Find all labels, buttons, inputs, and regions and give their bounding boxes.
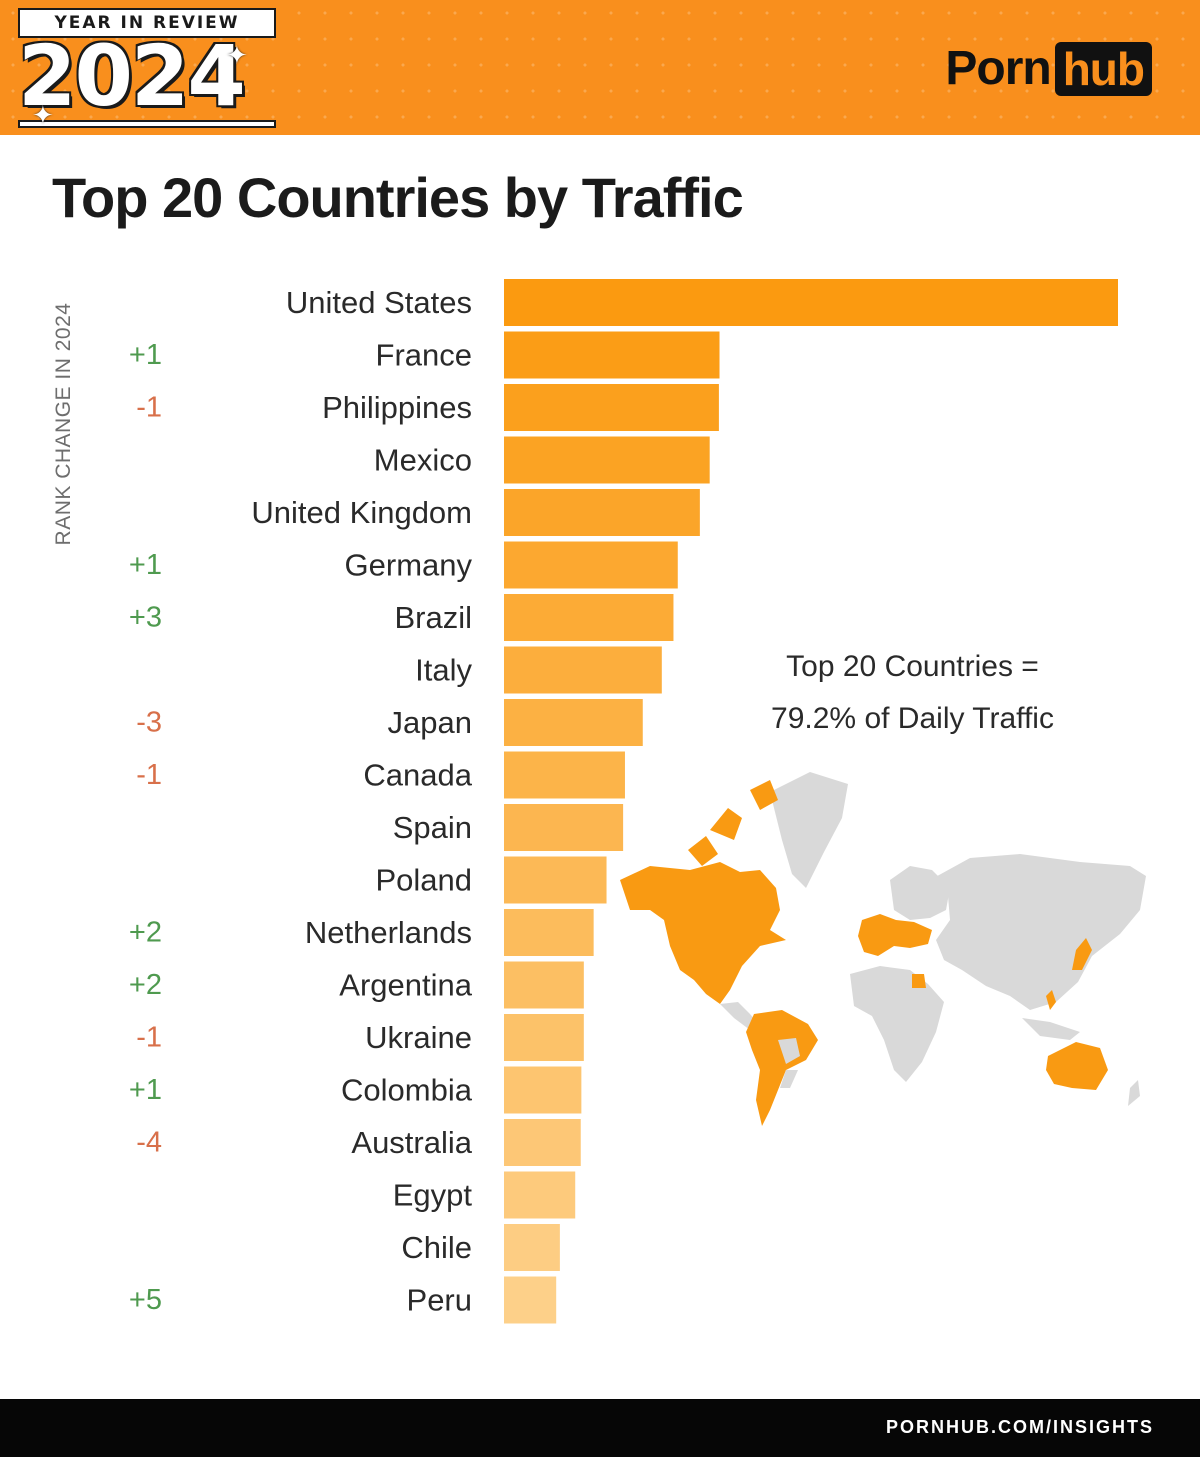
- bar-japan: [504, 699, 643, 746]
- traffic-note-line1: Top 20 Countries =: [786, 650, 1039, 683]
- bar-chile: [504, 1224, 560, 1271]
- rank-change-label: -1: [136, 759, 162, 791]
- category-label: France: [376, 338, 472, 373]
- category-label: Philippines: [322, 390, 472, 425]
- category-label: Australia: [351, 1125, 472, 1160]
- map-egypt: [912, 974, 926, 988]
- map-southeast-asia: [1022, 1018, 1080, 1040]
- bar-united-states: [504, 279, 1118, 326]
- bar-philippines: [504, 384, 719, 431]
- chart-title: Top 20 Countries by Traffic: [52, 166, 744, 229]
- rank-change-label: +1: [129, 1074, 162, 1106]
- rank-change-label: -3: [136, 707, 162, 739]
- category-label: Colombia: [341, 1073, 473, 1108]
- category-label: United Kingdom: [251, 495, 472, 530]
- map-new-zealand: [1128, 1080, 1140, 1106]
- rank-change-label: +1: [129, 339, 162, 371]
- map-north-america: [620, 862, 786, 1004]
- category-label: Germany: [345, 548, 473, 583]
- bar-netherlands: [504, 909, 594, 956]
- map-philippines: [1046, 990, 1056, 1010]
- bar-canada: [504, 751, 625, 799]
- bar-argentina: [504, 961, 584, 1009]
- bar-poland: [504, 856, 607, 904]
- map-greenland: [770, 772, 848, 888]
- category-label: Canada: [363, 758, 472, 793]
- bar-colombia: [504, 1066, 582, 1114]
- rank-change-label: +2: [129, 969, 162, 1001]
- rank-change-label: +1: [129, 549, 162, 581]
- sparkle-icon: ✦: [32, 100, 54, 130]
- category-label: Argentina: [339, 968, 472, 1003]
- map-europe-highlight: [858, 914, 932, 956]
- logo-text-left: Porn: [945, 42, 1051, 95]
- rank-change-label: +5: [129, 1284, 162, 1316]
- category-label: Chile: [401, 1230, 472, 1265]
- bar-mexico: [504, 436, 710, 484]
- traffic-note-line2: 79.2% of Daily Traffic: [771, 702, 1054, 735]
- map-south-america: [746, 1010, 818, 1126]
- rank-change-label: +3: [129, 602, 162, 634]
- map-arctic-islands: [688, 780, 778, 866]
- badge-top-label: YEAR IN REVIEW: [18, 8, 276, 38]
- category-label: Italy: [415, 653, 472, 688]
- category-label: Peru: [407, 1283, 472, 1318]
- world-map: [620, 772, 1146, 1126]
- category-label: Brazil: [394, 600, 472, 635]
- bar-united-kingdom: [504, 489, 700, 536]
- category-label: Poland: [375, 863, 472, 898]
- map-asia: [930, 854, 1146, 1010]
- bar-egypt: [504, 1171, 576, 1219]
- map-australia: [1046, 1042, 1108, 1090]
- category-label: Netherlands: [305, 915, 472, 950]
- brand-logo: Porn hub: [945, 40, 1152, 98]
- bar-australia: [504, 1119, 581, 1166]
- bar-france: [504, 331, 720, 379]
- rank-change-label: +2: [129, 917, 162, 949]
- bar-germany: [504, 541, 678, 589]
- category-label: Egypt: [393, 1178, 473, 1213]
- bar-ukraine: [504, 1014, 584, 1061]
- year-in-review-badge: YEAR IN REVIEW 2024 ✦ ✦: [18, 8, 276, 128]
- header-banner: YEAR IN REVIEW 2024 ✦ ✦ Porn hub: [0, 0, 1200, 135]
- map-africa: [850, 966, 944, 1082]
- category-label: Ukraine: [365, 1020, 472, 1055]
- category-label: Spain: [393, 810, 472, 845]
- badge-year: 2024: [18, 27, 246, 125]
- bar-spain: [504, 804, 624, 851]
- rank-change-label: -4: [136, 1127, 162, 1159]
- bar-brazil: [504, 594, 674, 641]
- logo-text-right: hub: [1054, 42, 1152, 96]
- rank-change-axis-label: RANK CHANGE IN 2024: [52, 302, 75, 546]
- sparkle-icon: ✦: [226, 40, 248, 70]
- map-south-america-grey: [778, 1038, 800, 1088]
- category-label: Mexico: [374, 443, 472, 478]
- rank-change-label: -1: [136, 392, 162, 424]
- badge-underline: [18, 120, 276, 128]
- bar-peru: [504, 1276, 557, 1324]
- category-label: Japan: [388, 705, 472, 740]
- footer-url[interactable]: PORNHUB.COM/INSIGHTS: [885, 1417, 1154, 1437]
- bar-italy: [504, 646, 662, 694]
- rank-change-label: -1: [136, 1022, 162, 1054]
- map-japan: [1072, 938, 1092, 970]
- footer-bar: PORNHUB.COM/INSIGHTS: [0, 1399, 1200, 1457]
- category-label: United States: [286, 285, 472, 320]
